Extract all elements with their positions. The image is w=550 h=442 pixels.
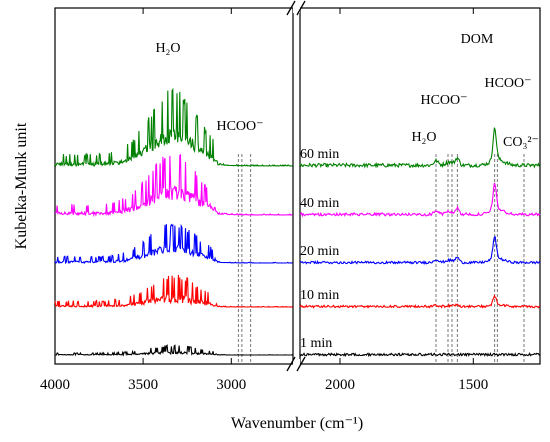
axis-break-marks xyxy=(286,0,306,372)
annotation-label: HCOO⁻ xyxy=(484,76,531,91)
axis-break-mark xyxy=(296,356,306,372)
x-tick-label: 3500 xyxy=(128,377,158,393)
series-line-right xyxy=(299,236,541,265)
series-line-left xyxy=(54,223,293,265)
series-line-left xyxy=(54,154,293,218)
x-tick-label: 3000 xyxy=(216,377,246,393)
annotation-label: DOM xyxy=(461,32,494,47)
series-line-left xyxy=(54,274,293,309)
series-line-right xyxy=(299,294,540,309)
x-tick-label: 2000 xyxy=(325,377,355,393)
axis-break-mark xyxy=(286,356,296,372)
series-label: 60 min xyxy=(300,147,339,162)
axis-break-gap xyxy=(293,359,300,369)
annotation-label: HCOO⁻ xyxy=(420,93,467,108)
x-axis-title: Wavenumber (cm⁻¹) xyxy=(231,415,363,432)
annotation-label: H₂O xyxy=(411,130,436,145)
series-group: 1 min 10 min 20 min 40 min 60 min xyxy=(54,87,541,358)
series-line-right xyxy=(299,182,541,218)
annotation-label: HCOO⁻ xyxy=(216,119,263,134)
axis-break-mark xyxy=(296,0,306,16)
series-label: 20 min xyxy=(300,244,339,259)
axis-break-gap xyxy=(293,3,300,13)
plot-frame-right xyxy=(299,7,541,365)
x-ticks: 4000 3500 3000 2000 1500 xyxy=(40,8,488,393)
reference-lines xyxy=(237,152,525,362)
annotations: H₂O HCOO⁻ H₂O HCOO⁻ DOM HCOO⁻ CO₃²⁻ xyxy=(155,32,539,150)
series-line-left xyxy=(54,344,293,357)
annotation-label: H₂O xyxy=(155,41,180,56)
series-line-right xyxy=(299,127,541,169)
series-line-right xyxy=(299,352,541,358)
series-label: 1 min xyxy=(300,336,332,351)
series-label: 10 min xyxy=(300,288,339,303)
plot-frame-left xyxy=(54,7,294,365)
axis-break-mark xyxy=(286,0,296,16)
annotation-label: CO₃²⁻ xyxy=(503,135,539,150)
x-tick-label: 1500 xyxy=(458,377,488,393)
y-axis-title: Kubelka-Munk unit xyxy=(13,122,30,249)
x-tick-label: 4000 xyxy=(40,377,70,393)
series-line-left xyxy=(54,87,293,168)
series-label: 40 min xyxy=(300,196,339,211)
